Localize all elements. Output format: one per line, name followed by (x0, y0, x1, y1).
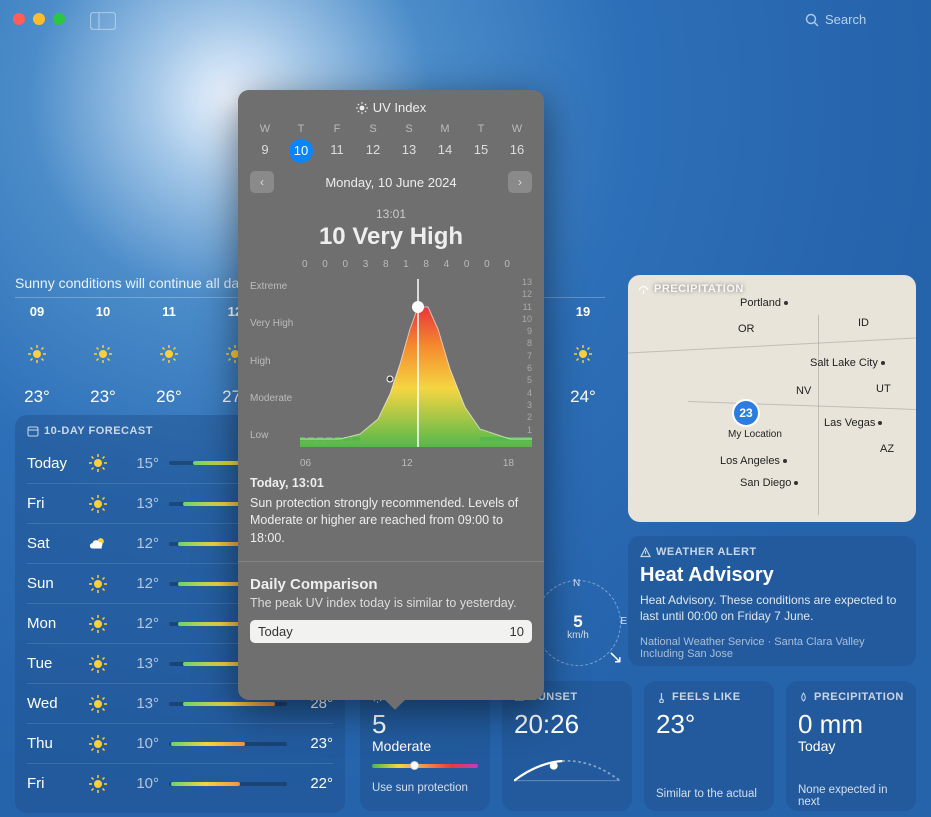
comparison-bar: Today 10 (250, 620, 532, 643)
calendar-icon (27, 425, 39, 437)
hour-col[interactable]: 1023° (81, 304, 125, 407)
wind-compass[interactable]: N E 5 km/h ↘ (535, 580, 621, 666)
precip-value: 0 mm (798, 709, 904, 740)
droplet-icon (798, 692, 809, 703)
map-city-label: ID (858, 317, 869, 329)
precip-note: None expected in next (798, 784, 904, 808)
uv-index-tile[interactable]: UV INDEX 5 Moderate Use sun protection (360, 681, 490, 811)
sunset-time: 20:26 (514, 709, 620, 740)
map-city-label: Salt Lake City (810, 357, 885, 369)
uv-scale (372, 764, 478, 768)
popover-title: UV Index (250, 100, 532, 115)
hour-col[interactable]: 0923° (15, 304, 59, 407)
comparison-sub: The peak UV index today is similar to ye… (250, 596, 532, 610)
wind-value: 5 (535, 612, 621, 632)
uv-value: 5 (372, 709, 478, 740)
uv-note: Use sun protection (372, 782, 478, 794)
map-city-label: NV (796, 385, 811, 397)
forecast-row[interactable]: Fri10°22° (27, 763, 333, 803)
cal-day[interactable]: S13 (394, 123, 424, 163)
wind-arrow-icon: ↘ (608, 647, 623, 668)
compass-n: N (573, 578, 580, 589)
feels-like-tile[interactable]: FEELS LIKE 23° Similar to the actual (644, 681, 774, 811)
umbrella-icon (638, 284, 649, 295)
my-location-label: My Location (728, 429, 782, 440)
cal-day[interactable]: W16 (502, 123, 532, 163)
hour-col[interactable]: 1924° (561, 304, 605, 407)
cal-day[interactable]: M14 (430, 123, 460, 163)
precipitation-map[interactable]: PRECIPITATION Portland OR ID Salt Lake City… (628, 275, 916, 522)
sun-icon (356, 102, 368, 114)
sunset-tile[interactable]: SUNSET 20:26 (502, 681, 632, 811)
max-dot[interactable] (53, 13, 65, 25)
uv-level: Moderate (372, 738, 478, 754)
my-location-pin[interactable]: 23 (732, 399, 760, 427)
uv-chart[interactable]: 00038184000 ExtremeVery HighHighModerate… (250, 259, 532, 469)
forecast-row[interactable]: Thu10°23° (27, 723, 333, 763)
wind-unit: km/h (535, 630, 621, 641)
weather-alert-tile[interactable]: WEATHER ALERT Heat Advisory Heat Advisor… (628, 536, 916, 666)
date-strip[interactable]: W9T10F11S12S13M14T15W16 (250, 123, 532, 163)
traffic-lights (13, 13, 65, 25)
cal-day[interactable]: F11 (322, 123, 352, 163)
hour-col[interactable]: 1126° (147, 304, 191, 407)
popover-value: 10 Very High (250, 223, 532, 251)
map-city-label: Los Angeles (720, 455, 787, 467)
prev-day-button[interactable]: ‹ (250, 171, 274, 193)
map-city-label: OR (738, 323, 755, 335)
map-city-label: Las Vegas (824, 417, 882, 429)
alert-source: National Weather Service · Santa Clara V… (640, 636, 904, 660)
min-dot[interactable] (33, 13, 45, 25)
alert-heading: Heat Advisory (640, 564, 904, 587)
search-input[interactable] (825, 12, 915, 27)
map-city-label: Portland (740, 297, 788, 309)
cal-day[interactable]: T10 (286, 123, 316, 163)
feels-note: Similar to the actual (656, 788, 762, 800)
close-dot[interactable] (13, 13, 25, 25)
feels-value: 23° (656, 709, 762, 740)
compass-e: E (620, 616, 627, 627)
precip-title: PRECIPITATION (654, 283, 744, 295)
next-day-button[interactable]: › (508, 171, 532, 193)
popover-time: 13:01 (250, 207, 532, 221)
sunset-arc (514, 752, 620, 790)
full-date: Monday, 10 June 2024 (325, 175, 456, 190)
uv-description: Today, 13:01 Sun protection strongly rec… (250, 475, 532, 547)
map-city-label: AZ (880, 443, 894, 455)
cal-day[interactable]: T15 (466, 123, 496, 163)
alert-body: Heat Advisory. These conditions are expe… (640, 592, 904, 624)
cal-day[interactable]: W9 (250, 123, 280, 163)
search-field[interactable] (805, 12, 915, 27)
precipitation-tile[interactable]: PRECIPITATION 0 mm Today None expected i… (786, 681, 916, 811)
sidebar-toggle-icon[interactable] (90, 12, 116, 30)
thermometer-icon (656, 692, 667, 703)
forecast-title: 10-DAY FORECAST (44, 425, 153, 437)
map-city-label: UT (876, 383, 891, 395)
uv-detail-popover: UV Index W9T10F11S12S13M14T15W16 ‹ Monda… (238, 90, 544, 700)
precip-sub: Today (798, 738, 904, 754)
comparison-title: Daily Comparison (250, 576, 532, 593)
cal-day[interactable]: S12 (358, 123, 388, 163)
map-city-label: San Diego (740, 477, 798, 489)
alert-icon (640, 547, 651, 558)
search-icon (805, 13, 819, 27)
